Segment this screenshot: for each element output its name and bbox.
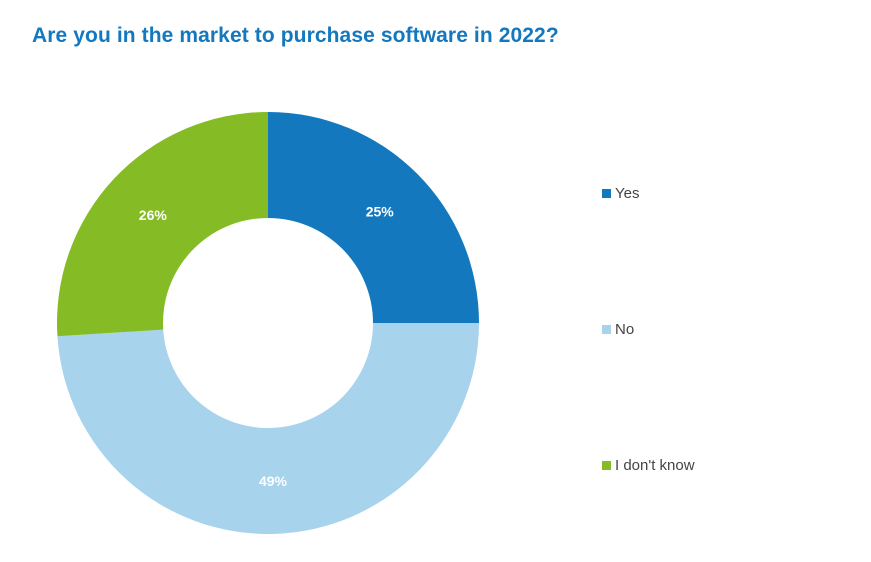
slice-i-don-t-know <box>57 112 268 337</box>
chart-title: Are you in the market to purchase softwa… <box>32 24 559 47</box>
slice-value-label: 25% <box>366 203 395 219</box>
legend-label: No <box>615 321 635 338</box>
legend-swatch <box>602 325 611 334</box>
legend-label: Yes <box>615 185 640 202</box>
legend-item: Yes <box>602 185 639 202</box>
legend-item: No <box>602 321 634 338</box>
slice-yes <box>268 112 479 323</box>
legend-label: I don't know <box>615 457 695 474</box>
slice-value-label: 26% <box>139 207 168 223</box>
slice-value-label: 49% <box>259 473 288 489</box>
legend-item: I don't know <box>602 457 695 474</box>
slice-no <box>57 323 480 535</box>
legend-swatch <box>602 461 611 470</box>
legend-swatch <box>602 189 611 198</box>
